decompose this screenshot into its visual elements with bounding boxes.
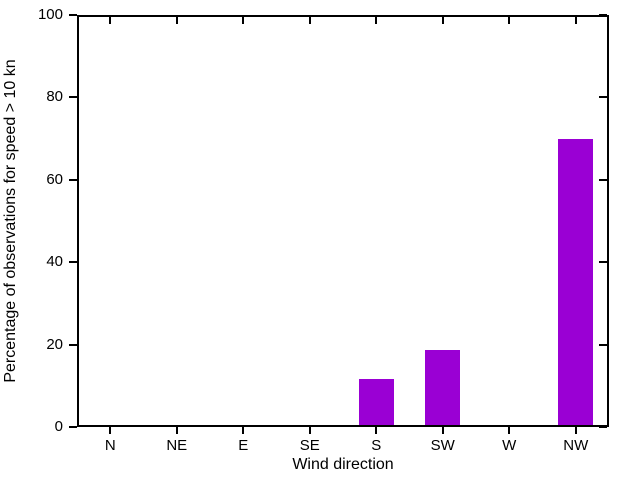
y-tick-label: 60 (46, 170, 63, 188)
y-axis-mirror-tick (599, 178, 607, 181)
x-axis-mirror-tick (574, 15, 577, 24)
x-tick-label-nw: NW (563, 437, 589, 454)
x-axis-tick (508, 427, 511, 434)
x-axis-tick (109, 427, 112, 434)
bar-nw (558, 139, 594, 425)
x-axis-tick (242, 427, 245, 434)
x-axis-tick (441, 427, 444, 434)
y-axis-tick (69, 261, 77, 264)
x-axis-mirror-tick (242, 15, 245, 24)
y-axis-mirror-tick (599, 426, 607, 428)
x-tick-label-s: S (371, 437, 382, 454)
y-tick-label: 20 (46, 335, 63, 353)
y-axis-tick (69, 14, 77, 16)
x-tick-label-e: E (238, 437, 249, 454)
y-axis-title: Percentage of observations for speed > 1… (2, 59, 19, 383)
y-axis-mirror-tick (599, 261, 607, 264)
y-axis-tick (69, 96, 77, 99)
y-tick-label: 80 (46, 88, 63, 106)
y-axis-tick (69, 426, 77, 428)
y-axis-mirror-tick (599, 96, 607, 99)
x-axis-tick (574, 427, 577, 434)
x-axis-mirror-tick (441, 15, 444, 24)
y-axis-tick (69, 343, 77, 346)
y-axis-tick (69, 178, 77, 181)
x-axis-title: Wind direction (292, 456, 394, 473)
y-tick-label: 100 (37, 6, 63, 23)
x-axis-mirror-tick (308, 15, 311, 24)
plot-area (77, 15, 609, 427)
bar-s (358, 378, 394, 425)
x-tick-label-ne: NE (166, 437, 188, 454)
x-axis-tick (175, 427, 178, 434)
bar-sw (425, 349, 461, 425)
y-tick-label: 40 (46, 253, 63, 271)
x-axis-mirror-tick (508, 15, 511, 24)
y-tick-label: 0 (54, 418, 63, 435)
x-axis-tick (375, 427, 378, 434)
x-axis-mirror-tick (175, 15, 178, 24)
y-axis-mirror-tick (599, 343, 607, 346)
y-axis-mirror-tick (599, 14, 607, 16)
x-tick-label-n: N (104, 437, 116, 454)
x-tick-label-w: W (502, 437, 517, 454)
x-axis-mirror-tick (375, 15, 378, 24)
x-tick-label-se: SE (299, 437, 320, 454)
x-axis-mirror-tick (109, 15, 112, 24)
x-axis-tick (308, 427, 311, 434)
x-tick-label-sw: SW (430, 437, 455, 454)
